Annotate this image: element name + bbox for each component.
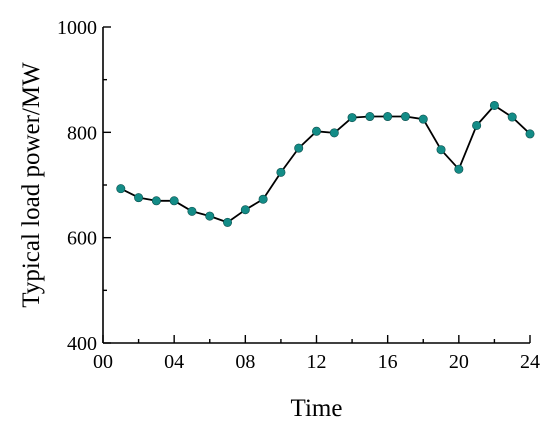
data-point — [294, 143, 304, 153]
data-point — [240, 205, 250, 215]
data-point — [311, 126, 321, 136]
data-point — [489, 100, 499, 110]
data-point — [187, 206, 197, 216]
y-axis-title: Typical load power/MW — [18, 62, 45, 308]
data-point — [525, 129, 535, 139]
x-axis-title: Time — [291, 395, 343, 422]
data-points — [116, 100, 535, 227]
data-point — [365, 112, 375, 122]
data-point — [347, 113, 357, 123]
data-point — [276, 167, 286, 177]
y-tick-label: 600 — [67, 228, 97, 250]
data-point — [418, 114, 428, 124]
data-point — [454, 164, 464, 174]
x-tick-label: 12 — [307, 351, 327, 373]
series-line — [120, 104, 531, 224]
data-point — [223, 217, 233, 227]
x-tick-label: 20 — [449, 351, 469, 373]
x-tick-label: 16 — [378, 351, 398, 373]
y-tick-label: 1000 — [57, 17, 97, 39]
x-axis-ticks: 00 04 08 12 16 20 24 — [93, 335, 540, 373]
x-tick-label: 00 — [93, 351, 113, 373]
data-point — [205, 211, 215, 221]
y-axis-ticks: 400 600 800 1000 — [57, 17, 111, 355]
data-point — [400, 112, 410, 122]
y-tick-label: 400 — [67, 333, 97, 355]
data-point — [169, 196, 179, 206]
data-point — [258, 194, 268, 204]
x-tick-label: 04 — [164, 351, 184, 373]
data-point — [436, 145, 446, 155]
data-point — [507, 112, 517, 122]
data-point — [151, 196, 161, 206]
data-point — [116, 184, 126, 194]
data-point — [134, 193, 144, 203]
data-point — [472, 120, 482, 130]
x-tick-label: 24 — [520, 351, 540, 373]
y-tick-label: 800 — [67, 122, 97, 144]
data-point — [329, 128, 339, 138]
x-tick-label: 08 — [235, 351, 255, 373]
data-point — [383, 112, 393, 122]
